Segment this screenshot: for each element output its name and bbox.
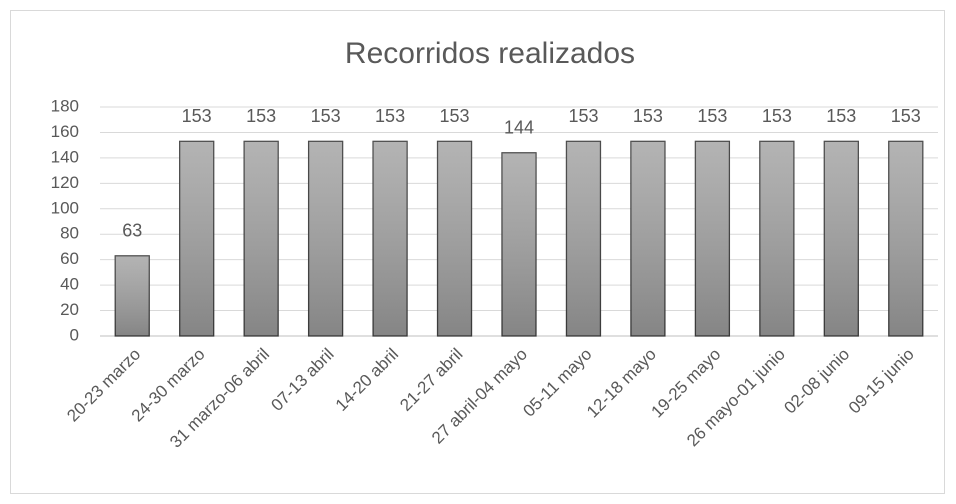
y-tick-label: 40 [60, 275, 79, 294]
bar-shade [759, 141, 794, 336]
data-label: 153 [246, 106, 276, 126]
y-tick-label: 120 [51, 173, 79, 192]
chart-title: Recorridos realizados [345, 37, 635, 70]
bar-shade [373, 141, 408, 336]
bar-shade [630, 141, 665, 336]
data-label: 153 [440, 106, 470, 126]
bar-shade [824, 141, 859, 336]
bar-shade [179, 141, 214, 336]
y-tick-label: 140 [51, 147, 79, 166]
bar-shade [566, 141, 601, 336]
data-label: 153 [182, 106, 212, 126]
y-tick-label: 80 [60, 224, 79, 243]
bar-shade [308, 141, 343, 336]
bar-shade [115, 255, 150, 336]
bar-shade [244, 141, 279, 336]
bar-shade [437, 141, 472, 336]
bar-shade [695, 141, 730, 336]
bar-shade [888, 141, 923, 336]
data-label: 153 [891, 106, 921, 126]
y-tick-label: 100 [51, 198, 79, 217]
bar-shade [502, 152, 536, 336]
y-tick-label: 160 [51, 122, 79, 141]
data-label: 153 [568, 106, 598, 126]
data-label: 144 [504, 118, 534, 138]
data-label: 153 [762, 106, 792, 126]
data-label: 153 [311, 106, 341, 126]
y-tick-label: 60 [60, 249, 79, 268]
y-tick-label: 20 [60, 300, 79, 319]
chart-border [10, 10, 945, 494]
data-label: 153 [826, 106, 856, 126]
data-label: 153 [375, 106, 405, 126]
y-tick-label: 180 [51, 96, 79, 115]
data-label: 153 [697, 106, 727, 126]
data-label: 63 [122, 221, 142, 241]
data-label: 153 [633, 106, 663, 126]
y-tick-label: 0 [70, 325, 79, 344]
